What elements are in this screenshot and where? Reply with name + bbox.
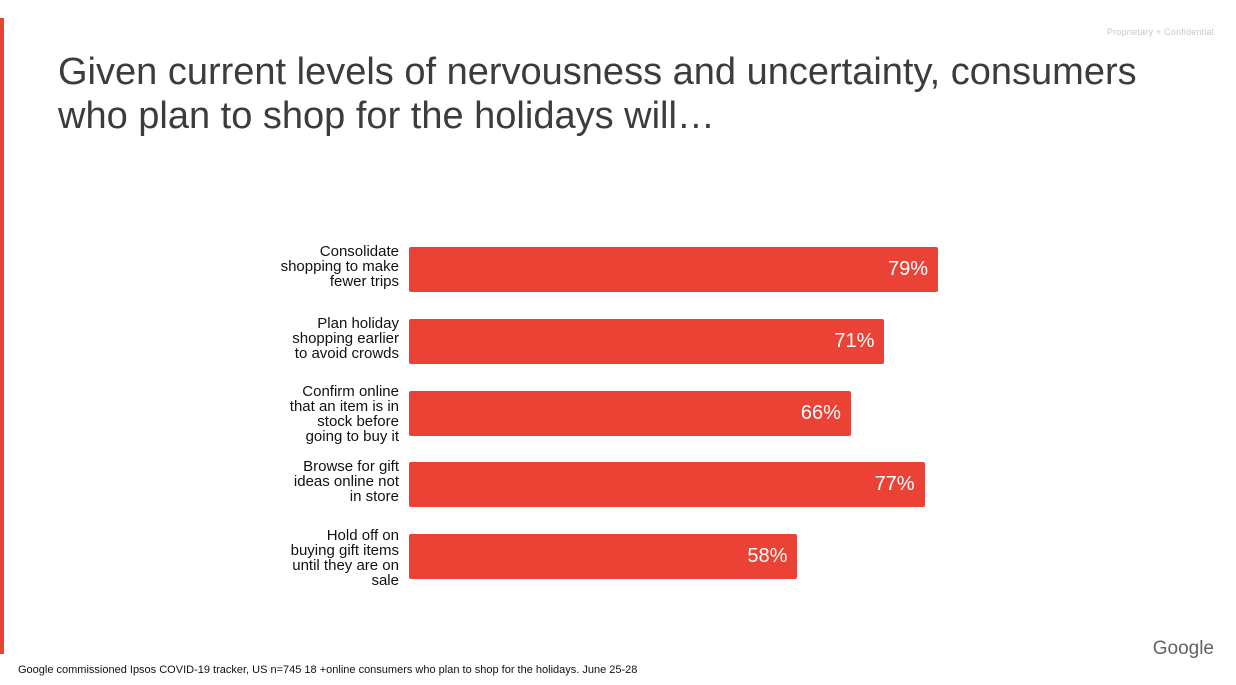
- accent-bar: [0, 18, 4, 654]
- category-label-line: shopping earlier: [292, 329, 399, 347]
- category-label-line: going to buy it: [305, 428, 399, 445]
- category-label-2: Plan holiday shopping earlier to avoid cro…: [239, 316, 399, 361]
- bar-value-label-1: 79%: [887, 258, 928, 280]
- bar-4: [409, 462, 925, 508]
- category-label-5: Hold off on buying gift items until they a…: [239, 528, 399, 588]
- category-label-line: that an item is in: [289, 398, 399, 415]
- bar-value-label-2: 71%: [834, 329, 875, 352]
- category-label-line: fewer trips: [329, 273, 399, 290]
- google-logo: Google: [1152, 638, 1214, 659]
- category-label-line: sale: [371, 571, 399, 589]
- bar-value-label-5: 58%: [747, 545, 788, 567]
- category-label-line: buying gift items: [290, 541, 399, 559]
- page-title: Given current levels of nervousness and …: [58, 51, 1137, 137]
- category-label-line: ideas online not: [293, 473, 399, 491]
- source-note: Google commissioned Ipsos COVID-19 track…: [18, 664, 638, 676]
- category-label-line: Consolidate: [319, 243, 399, 260]
- category-label-line: shopping to make: [280, 258, 399, 275]
- category-label-line: until they are on: [292, 556, 399, 574]
- bar-3: [409, 390, 851, 436]
- category-label-3: Confirm online that an item is in stock be…: [239, 384, 399, 444]
- bar-value-label-3: 66%: [800, 401, 841, 424]
- category-label-line: Browse for gift: [303, 458, 399, 476]
- category-label-line: in store: [349, 488, 399, 506]
- category-label-line: Hold off on: [326, 526, 399, 544]
- category-label-1: Consolidate shopping to make fewer trips: [239, 244, 399, 289]
- category-label-4: Browse for gift ideas online not in store: [239, 459, 399, 504]
- bar-value-label-4: 77%: [874, 473, 915, 496]
- confidential-label: Proprietary + Confidential: [1106, 27, 1214, 37]
- bar-5: [409, 534, 798, 579]
- category-label-line: to avoid crowds: [294, 344, 399, 362]
- category-label-line: Confirm online: [302, 383, 399, 400]
- bar-2: [409, 318, 885, 364]
- category-label-line: Plan holiday: [317, 314, 399, 332]
- bar-1: [409, 247, 938, 292]
- category-label-line: stock before: [317, 413, 399, 430]
